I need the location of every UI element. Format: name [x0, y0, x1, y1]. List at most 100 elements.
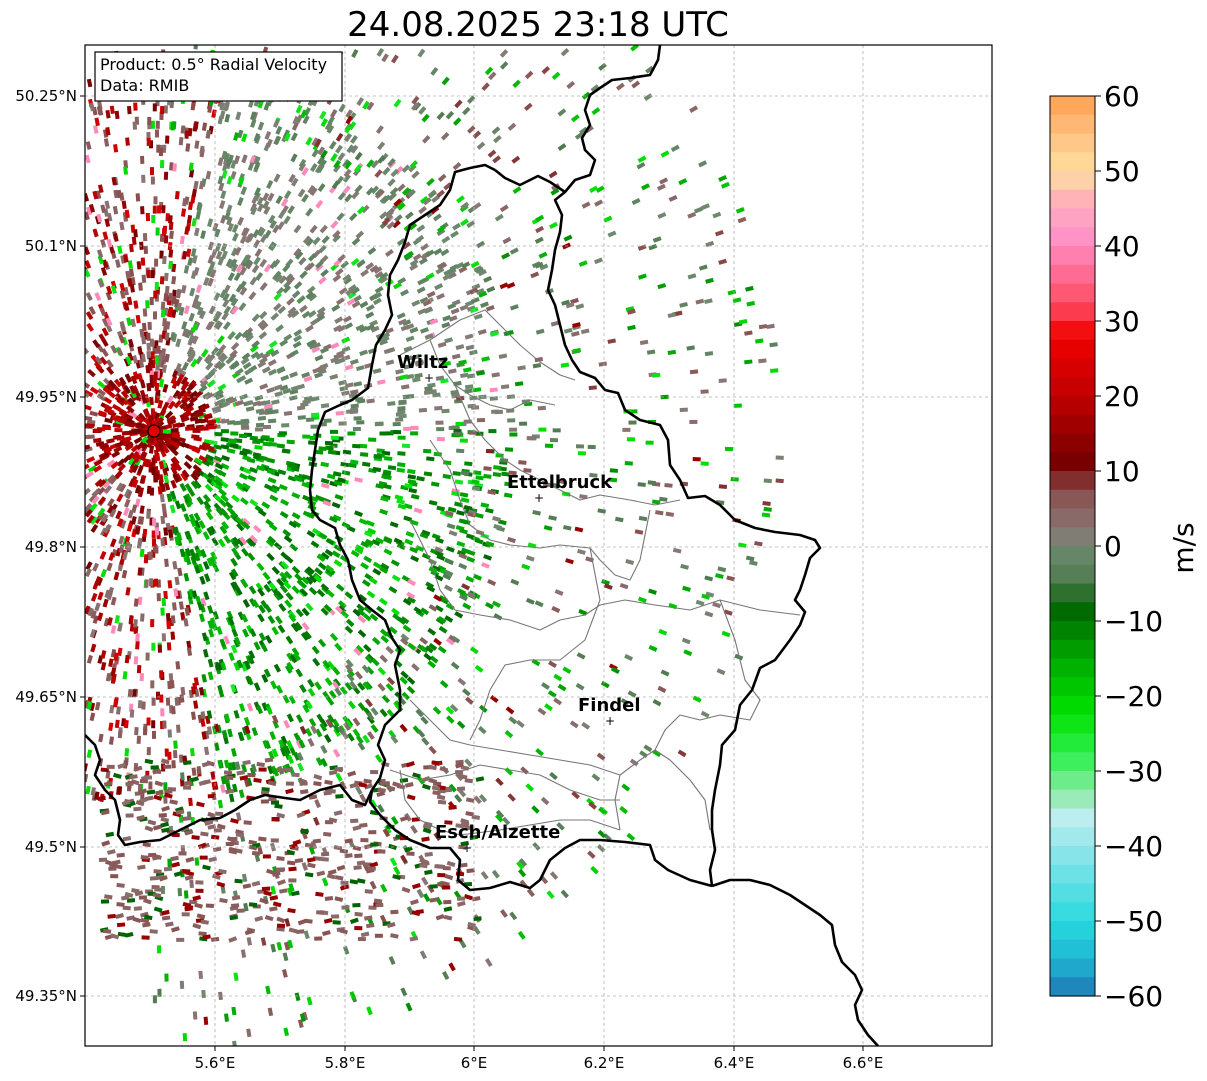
radar-cell — [590, 84, 600, 93]
radar-cell — [141, 335, 147, 345]
radar-cell — [504, 447, 514, 452]
radar-cell — [198, 455, 208, 463]
radar-cell — [287, 309, 296, 319]
radar-cell — [363, 530, 373, 538]
radar-cell — [377, 804, 385, 814]
radar-cell — [182, 1033, 188, 1042]
radar-cell — [538, 427, 547, 432]
radar-cell — [651, 499, 661, 505]
radar-cell — [154, 471, 160, 481]
radar-cell — [205, 454, 214, 461]
radar-cell — [269, 220, 277, 229]
radar-cell — [369, 880, 377, 890]
radar-cell — [660, 150, 670, 158]
radar-cell — [384, 456, 393, 462]
radar-cell — [424, 645, 434, 654]
radar-cell — [187, 487, 196, 497]
radar-cell — [167, 444, 177, 453]
radar-cell — [222, 292, 230, 302]
radar-cell — [615, 82, 625, 91]
radar-cell — [300, 632, 309, 641]
radar-cell — [402, 624, 412, 633]
radar-cell — [164, 332, 170, 341]
radar-cell — [117, 762, 127, 770]
radar-cell — [276, 926, 285, 932]
radar-cell — [241, 547, 250, 557]
radar-cell — [251, 340, 260, 349]
radar-cell — [138, 487, 145, 496]
radar-cell — [345, 618, 355, 628]
radar-cell — [168, 221, 174, 231]
radar-cell — [123, 302, 130, 312]
radar-cell — [657, 685, 667, 693]
radar-cell — [259, 322, 269, 331]
radar-cell — [338, 421, 347, 426]
radar-cell — [389, 187, 399, 196]
radar-cell — [257, 360, 267, 369]
radar-cell — [183, 572, 190, 582]
radar-cell — [534, 236, 544, 244]
radar-cell — [314, 799, 322, 809]
radar-cell — [155, 790, 164, 796]
radar-cell — [207, 255, 214, 264]
radar-cell — [658, 628, 668, 636]
radar-cell — [532, 363, 542, 369]
radar-cell — [487, 149, 497, 158]
radar-cell — [406, 761, 415, 768]
radar-cell — [487, 489, 496, 495]
radar-cell — [409, 263, 419, 271]
radar-cell — [172, 560, 178, 570]
radar-cell — [248, 902, 258, 908]
radar-cell — [532, 510, 541, 516]
radar-cell — [86, 322, 94, 332]
radar-cell — [335, 297, 345, 306]
radar-cell — [374, 421, 383, 427]
radar-cell — [221, 311, 230, 321]
radar-cell — [360, 931, 370, 938]
radar-cell — [248, 839, 258, 846]
radar-cell — [85, 154, 91, 164]
radar-cell — [85, 785, 91, 795]
radar-cell — [385, 645, 394, 655]
radar-cell — [450, 307, 460, 315]
radar-cell — [241, 482, 251, 491]
radar-cell — [698, 264, 708, 271]
radar-cell — [126, 915, 135, 921]
x-tick-label: 6.2°E — [584, 1054, 625, 1072]
radar-cell — [85, 502, 93, 512]
radar-cell — [299, 684, 307, 694]
radar-cell — [445, 706, 455, 715]
radar-cell — [342, 945, 350, 955]
radar-cell — [399, 723, 408, 733]
radar-cell — [135, 314, 141, 324]
radar-cell — [267, 192, 275, 202]
radar-cell — [444, 615, 454, 623]
radar-cell — [124, 420, 134, 427]
radar-cell — [202, 864, 211, 871]
radar-cell — [142, 898, 152, 905]
radar-cell — [211, 622, 218, 631]
radar-cell — [379, 335, 388, 343]
radar-cell — [142, 233, 148, 242]
radar-cell — [449, 703, 459, 713]
radar-cell — [714, 229, 724, 237]
radar-cell — [85, 423, 94, 429]
radar-cell — [459, 528, 468, 535]
radar-cell — [160, 483, 166, 493]
radar-cell — [109, 105, 115, 115]
radar-cell — [458, 265, 468, 274]
radar-cell — [319, 362, 329, 370]
radar-cell — [315, 263, 324, 272]
radar-cell — [370, 842, 379, 847]
radar-cell — [424, 333, 434, 340]
radar-cell — [514, 381, 524, 387]
radar-cell — [239, 286, 248, 296]
radar-cell — [232, 536, 241, 546]
radar-cell — [609, 468, 619, 473]
radar-cell — [452, 222, 461, 231]
radar-cell — [344, 591, 354, 600]
radar-cell — [474, 664, 484, 673]
radar-cell — [301, 576, 310, 585]
radar-cell — [267, 214, 276, 224]
radar-cell — [102, 479, 112, 489]
